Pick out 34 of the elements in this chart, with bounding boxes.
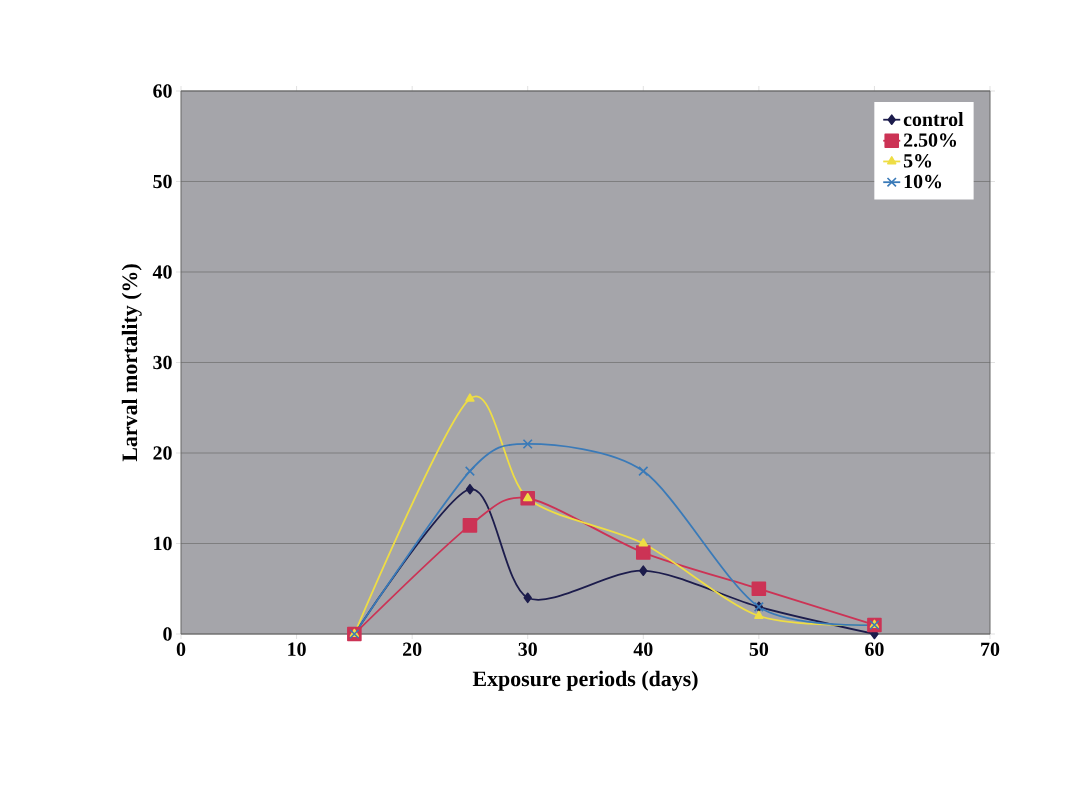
x-tick-label: 20 (403, 642, 422, 656)
legend-label: 2.50% (903, 133, 957, 147)
x-tick-label: 60 (865, 642, 884, 656)
x-tick-label: 50 (749, 642, 769, 656)
point (751, 581, 767, 597)
y-tick-label: 10 (154, 536, 172, 551)
y-tick-label: 40 (152, 265, 172, 279)
x-tick-label: 70 (981, 642, 1000, 656)
y-tick-label: 30 (153, 355, 172, 370)
point (638, 466, 649, 477)
y-tick-label: 20 (153, 446, 172, 460)
x-tick-label: 30 (518, 642, 537, 656)
x-axis-title: Exposure periods (days) (472, 670, 698, 691)
point (465, 483, 475, 495)
point (754, 610, 764, 619)
point (464, 466, 475, 477)
x-tick-label: 40 (633, 642, 653, 656)
x-tick-label: 0 (176, 642, 186, 656)
legend-label: control (903, 112, 964, 127)
point (523, 492, 533, 502)
point (523, 592, 532, 604)
y-tick-label: 60 (153, 84, 172, 98)
point (462, 518, 478, 533)
point (522, 438, 533, 449)
point (635, 545, 651, 560)
legend-label: 5% (903, 154, 932, 168)
point (638, 538, 648, 547)
y-axis-title: Larval mortality (%) (121, 264, 142, 462)
point (639, 565, 648, 576)
x-tick-label: 10 (288, 642, 306, 656)
y-tick-label: 50 (153, 174, 172, 189)
point (465, 393, 475, 402)
y-tick-label: 0 (163, 627, 172, 641)
legend-label: 10% (904, 174, 942, 189)
